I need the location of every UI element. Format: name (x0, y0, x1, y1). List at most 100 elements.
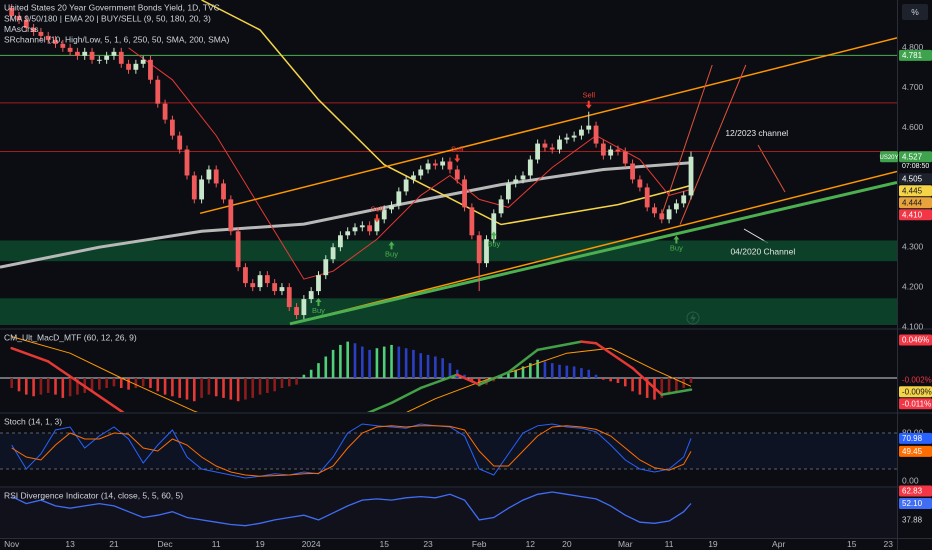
macd-histogram-bar (331, 349, 335, 379)
macd-line (536, 340, 583, 352)
channel-line (289, 180, 897, 326)
macd-histogram-bar (507, 373, 510, 379)
candle-body (250, 283, 256, 288)
candle-body (279, 287, 285, 292)
candle-body (403, 179, 409, 192)
macd-histogram-bar (426, 354, 430, 379)
macd-line (456, 373, 481, 386)
rsi-background (0, 488, 897, 538)
price-label: 0.046% (902, 336, 929, 345)
candle-body (89, 51, 95, 60)
candle-body (206, 169, 212, 180)
candle-body (688, 156, 694, 196)
candle-body (622, 151, 628, 164)
macd-histogram-bar (434, 356, 437, 379)
candle-body (272, 283, 278, 292)
macd-histogram-bar (295, 378, 298, 385)
macd-histogram-bar (149, 378, 152, 388)
candle-body (169, 119, 175, 136)
x-tick-label: 19 (255, 539, 265, 549)
candle-body (411, 175, 416, 180)
unit: % (911, 7, 919, 17)
candle-body (666, 209, 672, 220)
macd-histogram-bar (324, 356, 328, 379)
sell-arrow (454, 154, 461, 163)
macd-line (594, 342, 634, 370)
macd-histogram-bar (514, 369, 518, 379)
candle-body (23, 19, 29, 28)
candle-body (381, 209, 387, 220)
x-tick-label: Feb (472, 539, 487, 549)
price-label-box (899, 374, 932, 386)
macd-line (83, 385, 123, 412)
macd-histogram-bar (54, 378, 57, 395)
candle-body (674, 203, 679, 210)
y-tick-label: 4.300 (902, 241, 924, 251)
unit-button[interactable] (902, 4, 928, 20)
macd-histogram-bar (602, 378, 605, 380)
candle-body (133, 63, 139, 70)
candle-body (337, 235, 343, 248)
x-tick-label: 23 (884, 539, 894, 549)
sell-arrow (373, 214, 380, 223)
candle-body (564, 137, 570, 140)
candle-body (557, 139, 562, 150)
macd-histogram-bar (178, 378, 181, 398)
moving-average (0, 161, 692, 269)
price-label-box (899, 386, 932, 398)
x-tick-label: 2024 (302, 539, 321, 549)
candle-body (162, 103, 168, 120)
candle-body (484, 239, 489, 264)
macd-histogram-bar (536, 359, 539, 379)
annotation: Sell (451, 145, 464, 154)
price-label-box (899, 514, 932, 526)
x-tick-label: 15 (379, 539, 389, 549)
macd-histogram-bar (214, 378, 218, 397)
candle-body (491, 213, 497, 240)
candle-body (294, 307, 299, 316)
macd-histogram-bar (660, 378, 664, 398)
sell-arrow (585, 100, 592, 109)
candle-body (513, 179, 519, 184)
candle-body (425, 163, 431, 170)
y-tick-label: 4.700 (902, 82, 924, 92)
price-label-box (899, 151, 932, 163)
symbol-tag: US20Y (879, 155, 898, 161)
macd-histogram-bar (98, 378, 101, 390)
candle-body (148, 59, 153, 80)
buy-arrow (388, 241, 395, 250)
macd-histogram-bar (17, 378, 21, 392)
price-label: 70.98 (902, 434, 923, 443)
candle-body (644, 187, 650, 208)
macd-histogram-bar (24, 378, 28, 395)
macd-histogram-bar (236, 378, 240, 402)
price-label: 49.45 (902, 447, 923, 456)
macd-histogram-bar (127, 378, 130, 390)
candle-body (308, 291, 314, 300)
candle-body (367, 225, 373, 232)
macd-histogram-bar (200, 378, 203, 398)
candle-body (389, 205, 394, 210)
macd-histogram-bar (61, 378, 65, 398)
macd-histogram-bar (368, 349, 371, 379)
macd-histogram-bar (623, 378, 627, 387)
macd-histogram-bar (587, 369, 591, 379)
candle-body (535, 143, 541, 160)
macd-histogram-bar (441, 358, 444, 379)
indicator-legend: MAsCrss (4, 24, 38, 34)
candle-body (228, 199, 234, 232)
candle-body (82, 51, 88, 56)
macd-line (660, 388, 693, 396)
price-label-box (899, 497, 932, 509)
macd-histogram-bar (273, 378, 276, 392)
candle-body (118, 51, 124, 64)
indicator-title: CM_Ult_MacD_MTF (60, 12, 26, 9) (4, 332, 137, 342)
candle-body (155, 79, 161, 104)
indicator-legend: SMA 9/50/180 | EMA 20 | BUY/SELL (9, 50,… (4, 13, 211, 23)
price-label: 4.410 (902, 210, 923, 219)
macd-histogram-bar (280, 378, 284, 388)
macd-histogram-bar (141, 378, 145, 387)
sr-zone (0, 240, 897, 262)
price-label-box (899, 173, 932, 185)
